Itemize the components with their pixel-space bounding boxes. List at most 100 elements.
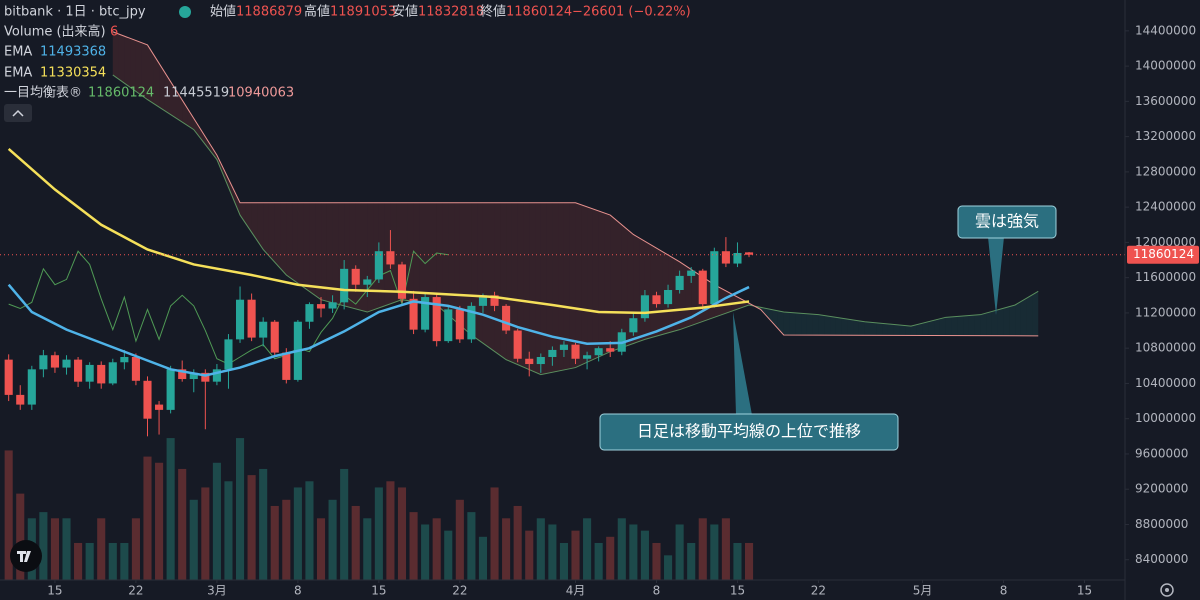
volume-bar [50, 518, 59, 580]
cloud-fill [540, 202, 547, 375]
cloud-fill [482, 202, 489, 348]
cloud-fill [413, 202, 420, 303]
cloud-fill [1003, 306, 1010, 336]
cloud-fill [899, 325, 906, 336]
y-tick-label: 13200000 [1135, 129, 1196, 143]
volume-bar [16, 493, 25, 580]
ichimoku-value: 11860124 [88, 86, 154, 101]
cloud-fill [1015, 301, 1021, 336]
volume-bar [224, 481, 233, 580]
cloud-fill [806, 313, 813, 336]
cloud-fill [801, 313, 807, 336]
candle-body [559, 344, 568, 350]
candle-body [201, 372, 210, 382]
volume-bar [583, 518, 592, 580]
volume-bar [328, 499, 337, 580]
cloud-fill [448, 202, 455, 320]
volume-bar [62, 518, 71, 580]
candle-body [744, 252, 754, 255]
cloud-fill [332, 202, 339, 305]
y-tick-label: 11200000 [1135, 305, 1196, 319]
cloud-fill [321, 202, 327, 302]
cloud-fill [112, 31, 119, 80]
plot-area [0, 31, 1125, 580]
cloud-fill [164, 72, 171, 115]
ichimoku-label: 一目均衡表® [4, 86, 82, 101]
cloud-fill [621, 224, 628, 348]
annotation-box [599, 413, 899, 451]
x-tick-label: 15 [730, 584, 745, 598]
cloud-fill [442, 202, 449, 315]
volume-bar [444, 530, 453, 580]
x-tick-label: 8 [294, 584, 302, 598]
cloud-fill [887, 323, 894, 336]
candle-body [421, 297, 430, 330]
cloud-fill [199, 127, 206, 145]
cloud-fill [922, 321, 929, 336]
cloud-fill [315, 202, 322, 300]
y-tick-label: 11600000 [1135, 270, 1196, 284]
cloud-fill [934, 318, 940, 336]
cloud-fill [824, 315, 831, 336]
volume-bar [548, 524, 557, 580]
candle-body [374, 251, 383, 280]
cloud-fill [211, 145, 217, 160]
volume-bar [652, 542, 661, 580]
cloud-fill [245, 202, 252, 233]
candle-body [675, 275, 684, 290]
cloud-fill [795, 312, 802, 336]
cloud-fill [500, 202, 507, 360]
volume-bar [293, 487, 302, 580]
volume-bar [131, 518, 140, 580]
cloud-fill [997, 308, 1004, 336]
cloud-fill [529, 202, 536, 373]
volume-bar [85, 542, 94, 580]
volume-bar [513, 505, 522, 580]
volume-bar [490, 487, 499, 580]
candle-body [178, 369, 187, 380]
cloud-fill [471, 202, 478, 340]
cloud-fill [569, 202, 576, 369]
volume-bar [235, 438, 245, 580]
cloud-fill [841, 318, 848, 336]
cloud-fill [610, 215, 617, 352]
candle-body [444, 309, 453, 342]
cloud-fill [581, 204, 588, 365]
last-price-label: 11860124 [1133, 247, 1194, 261]
cloud-fill [963, 315, 969, 336]
annotation-arrow [988, 237, 1004, 315]
close-value: 11860124 [506, 5, 572, 20]
candle-body [16, 394, 25, 405]
volume-bar [374, 487, 383, 580]
collapse-button[interactable] [4, 104, 32, 122]
annotation-text: 雲は強気 [975, 212, 1039, 231]
candle-body [120, 356, 129, 363]
candle-body [351, 268, 360, 285]
annotation-arrow [733, 312, 752, 415]
volume-bar [270, 505, 279, 580]
x-tick-label: 22 [128, 584, 143, 598]
y-tick-label: 12400000 [1135, 200, 1196, 214]
cloud-fill [853, 319, 859, 336]
cloud-fill [268, 202, 275, 263]
cloud-fill [656, 248, 663, 337]
candle-body [594, 348, 603, 356]
cloud-fill [182, 100, 188, 126]
candle-body [502, 305, 511, 331]
cloud-fill [725, 290, 732, 314]
cloud-fill [905, 325, 911, 336]
candle-body [189, 372, 198, 380]
volume-bar [386, 481, 395, 580]
candle-body [108, 362, 117, 384]
candle-body [282, 352, 291, 380]
cloud-fill [592, 208, 599, 360]
candle-body [629, 318, 638, 333]
cloud-fill [141, 42, 148, 100]
settings-icon[interactable] [1160, 583, 1174, 597]
volume-bar [178, 468, 187, 580]
y-tick-label: 13600000 [1135, 94, 1196, 108]
volume-bar [733, 542, 742, 580]
candle-body [27, 369, 36, 405]
volume-bar [247, 475, 256, 580]
y-tick-label: 12000000 [1135, 235, 1196, 249]
